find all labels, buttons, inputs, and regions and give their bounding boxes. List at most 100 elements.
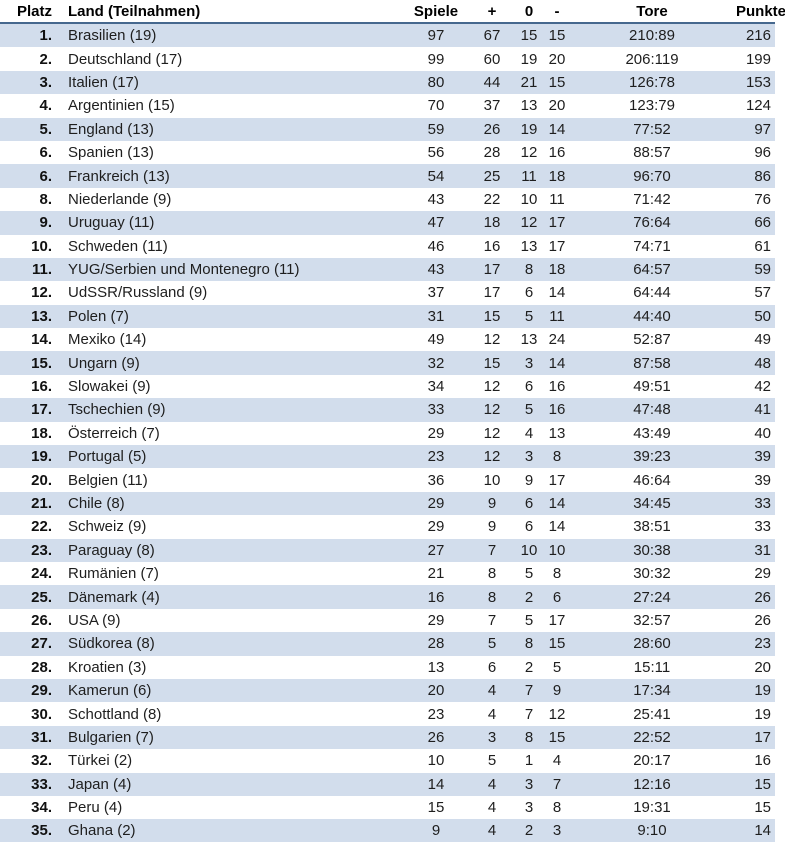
- minus-cell: 4: [552, 752, 562, 770]
- spiele-cell: 46: [427, 237, 445, 255]
- plus-cell: 12: [483, 378, 501, 396]
- table-row: 4. Argentinien (15) 70 37 13 20 123:79 124: [0, 94, 775, 118]
- spiele-cell: 33: [427, 401, 445, 419]
- tore-cell: 64:44: [633, 284, 671, 302]
- spiele-cell: 49: [427, 331, 445, 349]
- plus-cell: 12: [483, 448, 501, 466]
- table-row: 26. USA (9) 29 7 5 17 32:57 26: [0, 608, 775, 633]
- plus-cell: 25: [483, 167, 501, 185]
- spiele-cell: 23: [427, 705, 445, 723]
- plus-cell: 7: [487, 611, 497, 629]
- platz-cell: 12.: [31, 284, 52, 302]
- spiele-cell: 16: [427, 588, 445, 606]
- punkte-cell: 39: [754, 448, 771, 466]
- land-cell: Schweden (11): [68, 237, 168, 255]
- punkte-cell: 199: [745, 50, 771, 68]
- null-cell: 5: [524, 307, 534, 325]
- plus-cell: 8: [487, 565, 497, 583]
- platz-cell: 11.: [31, 261, 52, 279]
- punkte-cell: 26: [754, 588, 771, 606]
- spiele-cell: 9: [431, 822, 441, 840]
- land-cell: Ungarn (9): [68, 354, 140, 372]
- null-cell: 11: [521, 167, 537, 185]
- table-row: 29. Kamerun (6) 20 4 7 9 17:34 19: [0, 678, 775, 703]
- land-cell: Österreich (7): [68, 424, 160, 442]
- spiele-cell: 59: [427, 120, 445, 138]
- tore-cell: 52:87: [633, 331, 671, 349]
- punkte-cell: 33: [754, 518, 771, 536]
- table-row: 19. Portugal (5) 23 12 3 8 39:23 39: [0, 445, 775, 469]
- table-row: 15. Ungarn (9) 32 15 3 14 87:58 48: [0, 351, 775, 375]
- land-cell: Schweiz (9): [68, 518, 147, 536]
- minus-cell: 16: [548, 378, 566, 396]
- header-row: Platz Land (Teilnahmen) Spiele + 0 - Tor…: [0, 0, 785, 24]
- null-cell: 12: [520, 214, 538, 232]
- null-cell: 6: [524, 378, 534, 396]
- platz-cell: 35.: [31, 822, 52, 840]
- minus-cell: 17: [548, 471, 566, 489]
- spiele-cell: 34: [427, 378, 445, 396]
- spiele-cell: 26: [427, 728, 445, 746]
- null-cell: 8: [524, 728, 534, 746]
- table-row: 27. Südkorea (8) 28 5 8 15 28:60 23: [0, 632, 775, 656]
- minus-cell: 3: [552, 822, 562, 840]
- punkte-cell: 19: [754, 705, 771, 723]
- table-row: 24. Rumänien (7) 21 8 5 8 30:32 29: [0, 561, 775, 586]
- spiele-cell: 10: [427, 752, 445, 770]
- minus-cell: 14: [548, 354, 566, 372]
- table-row: 23. Paraguay (8) 27 7 10 10 30:38 31: [0, 538, 775, 562]
- punkte-cell: 96: [754, 144, 771, 162]
- table-row: 22. Schweiz (9) 29 9 6 14 38:51 33: [0, 515, 775, 539]
- spiele-cell: 15: [427, 799, 445, 817]
- null-cell: 6: [524, 495, 534, 512]
- land-cell: Dänemark (4): [68, 588, 160, 606]
- punkte-cell: 61: [754, 237, 771, 255]
- minus-cell: 14: [548, 495, 566, 512]
- minus-cell: 17: [548, 611, 566, 629]
- tore-cell: 17:34: [633, 682, 671, 700]
- minus-cell: 6: [552, 588, 562, 606]
- tore-cell: 25:41: [633, 705, 671, 723]
- plus-cell: 10: [483, 471, 501, 489]
- table-row: 10. Schweden (11) 46 16 13 17 74:71 61: [0, 234, 775, 258]
- table-row: 34. Peru (4) 15 4 3 8 19:31 15: [0, 795, 775, 820]
- table-row: 17. Tschechien (9) 33 12 5 16 47:48 41: [0, 398, 775, 422]
- platz-cell: 31.: [31, 728, 52, 746]
- column-header-spiele: Spiele: [400, 0, 472, 24]
- null-cell: 2: [524, 588, 534, 606]
- punkte-cell: 86: [754, 167, 771, 185]
- land-cell: Tschechien (9): [68, 401, 166, 419]
- table-row: 14. Mexiko (14) 49 12 13 24 52:87 49: [0, 328, 775, 352]
- null-cell: 3: [524, 799, 534, 817]
- plus-cell: 67: [483, 27, 501, 45]
- tore-cell: 64:57: [633, 261, 671, 279]
- plus-cell: 28: [483, 144, 501, 162]
- null-cell: 10: [520, 541, 538, 559]
- platz-cell: 2.: [39, 50, 52, 68]
- land-cell: Deutschland (17): [68, 50, 183, 68]
- table-row: 6. Frankreich (13) 54 25 11 18 96:70 86: [0, 164, 775, 188]
- punkte-cell: 97: [754, 120, 771, 138]
- land-cell: Türkei (2): [68, 752, 133, 770]
- land-cell: Frankreich (13): [68, 167, 170, 185]
- null-cell: 13: [520, 331, 538, 349]
- platz-cell: 1.: [39, 27, 52, 45]
- tore-cell: 32:57: [633, 611, 671, 629]
- tore-cell: 43:49: [633, 424, 671, 442]
- platz-cell: 30.: [31, 705, 52, 723]
- table-body: 1. Brasilien (19) 97 67 15 15 210:89 216 2. Deuts…: [0, 23, 775, 842]
- table-row: 12. UdSSR/Russland (9) 37 17 6 14 64:44 57: [0, 281, 775, 305]
- tore-cell: 15:11: [633, 658, 671, 676]
- tore-cell: 88:57: [633, 144, 671, 162]
- platz-cell: 24.: [31, 565, 52, 583]
- punkte-cell: 39: [754, 471, 771, 489]
- minus-cell: 16: [548, 144, 566, 162]
- spiele-cell: 13: [427, 658, 445, 676]
- null-cell: 6: [524, 284, 534, 302]
- table-row: 32. Türkei (2) 10 5 1 4 20:17 16: [0, 749, 775, 773]
- land-cell: Polen (7): [68, 307, 129, 325]
- null-cell: 6: [524, 518, 534, 536]
- spiele-cell: 47: [427, 214, 445, 232]
- table-row: 20. Belgien (11) 36 10 9 17 46:64 39: [0, 468, 775, 492]
- platz-cell: 15.: [31, 354, 52, 372]
